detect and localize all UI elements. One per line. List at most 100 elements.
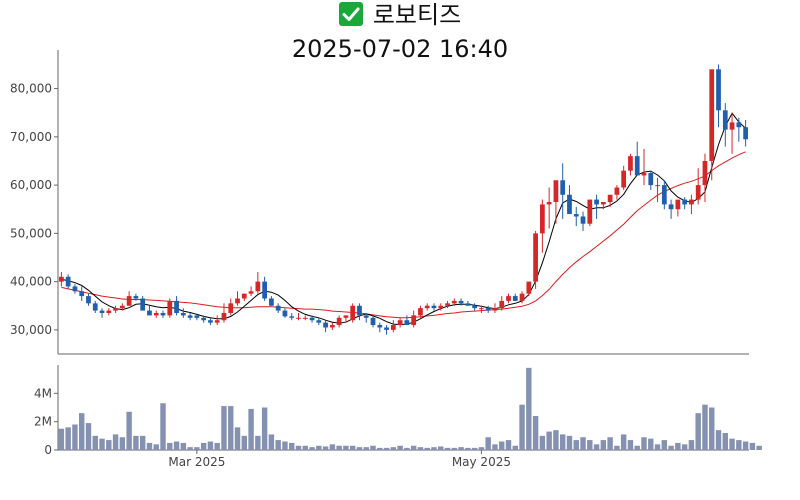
volume-bar — [336, 445, 342, 450]
volume-bar — [316, 445, 322, 450]
volume-bar — [349, 445, 356, 450]
volume-bar — [241, 435, 248, 450]
candle-body — [614, 187, 620, 195]
volume-bar — [329, 444, 336, 450]
volume-bar — [282, 441, 288, 450]
volume-bar — [478, 447, 485, 450]
chart-timestamp: 2025-07-02 16:40 — [291, 35, 509, 63]
volume-bar — [688, 440, 695, 450]
price-tick-label: 80,000 — [10, 82, 52, 96]
candle-body — [404, 320, 410, 326]
candle-body — [668, 204, 674, 210]
candle-body — [180, 312, 186, 316]
volume-bar — [65, 427, 71, 450]
volume-bar — [546, 431, 552, 450]
volume-bar — [404, 447, 410, 450]
price-tick-label: 50,000 — [10, 226, 52, 240]
volume-bar — [289, 442, 295, 450]
volume-bar — [620, 434, 627, 450]
volume-bar — [424, 447, 430, 450]
candle-body — [424, 305, 430, 309]
candle-body — [147, 310, 152, 316]
volume-bar — [614, 445, 620, 450]
candle-body — [302, 317, 308, 319]
candle-body — [296, 317, 301, 319]
candle-body — [479, 308, 484, 310]
candle-body — [546, 202, 552, 205]
volume-bar — [119, 437, 126, 450]
candle-body — [119, 305, 125, 309]
candle-body — [397, 320, 403, 326]
volume-bar — [295, 445, 302, 450]
volume-bar — [607, 437, 613, 450]
volume-bar — [722, 433, 728, 450]
candle-body — [526, 281, 532, 294]
volume-bar — [228, 406, 234, 450]
candle-body — [59, 276, 64, 282]
volume-bar — [207, 441, 214, 450]
volume-bar — [438, 446, 444, 450]
volume-tick-label: 2M — [34, 415, 52, 429]
volume-bar — [309, 447, 315, 450]
price-tick-label: 40,000 — [10, 275, 52, 289]
volume-bar — [458, 447, 464, 450]
candle-body — [167, 300, 173, 316]
candle-body — [540, 204, 545, 234]
candle-body — [201, 317, 207, 321]
volume-bar — [553, 430, 559, 450]
volume-bar — [695, 413, 701, 450]
candle-body — [99, 310, 105, 313]
candle-body — [357, 305, 362, 316]
candle-body — [634, 156, 640, 176]
candle-body — [560, 180, 566, 195]
candle-body — [363, 315, 369, 318]
volume-bar — [153, 444, 159, 450]
candle-body — [695, 185, 701, 200]
candle-body — [275, 305, 281, 311]
candle-body — [262, 281, 267, 299]
candle-body — [580, 216, 586, 224]
volume-bar — [85, 423, 92, 450]
candle-body — [451, 300, 457, 304]
volume-bar — [72, 424, 78, 450]
candle-body — [370, 317, 376, 326]
volume-bar — [526, 367, 532, 450]
volume-bar — [146, 442, 153, 450]
candle-body — [86, 296, 91, 304]
volume-bar — [600, 440, 607, 450]
volume-bar — [654, 444, 661, 450]
volume-bar — [709, 407, 715, 450]
volume-bar — [675, 442, 681, 450]
stock-name: 로보티즈 — [372, 1, 462, 29]
candle-body — [248, 291, 254, 294]
volume-bar — [167, 442, 173, 450]
volume-bar — [573, 440, 579, 450]
candle-body — [228, 303, 234, 313]
candle-body — [512, 296, 518, 301]
candle-body — [689, 199, 694, 205]
price-tick-label: 60,000 — [10, 178, 52, 192]
candle-body — [106, 310, 112, 313]
volume-bar — [519, 404, 525, 450]
candle-body — [587, 199, 593, 224]
volume-bar — [363, 447, 369, 450]
candle-body — [709, 69, 715, 161]
candle-body — [329, 325, 335, 328]
volume-bar — [580, 437, 586, 450]
candle-body — [648, 173, 654, 186]
volume-panel: 0 2M 4M Mar 2025 May 2025 — [34, 365, 762, 469]
volume-bar — [702, 404, 708, 450]
volume-bar — [356, 447, 363, 450]
volume-bar — [99, 438, 105, 450]
candle-body — [729, 122, 735, 130]
candle-body — [472, 305, 478, 309]
volume-bar — [641, 437, 647, 450]
volume-bar — [634, 445, 640, 450]
volume-bar — [756, 445, 762, 450]
candle-body — [411, 315, 417, 326]
ma-short-line — [61, 112, 746, 326]
candle-body — [126, 296, 132, 306]
volume-bar — [444, 447, 451, 450]
volume-bar — [736, 440, 742, 450]
volume-bar — [559, 434, 566, 450]
